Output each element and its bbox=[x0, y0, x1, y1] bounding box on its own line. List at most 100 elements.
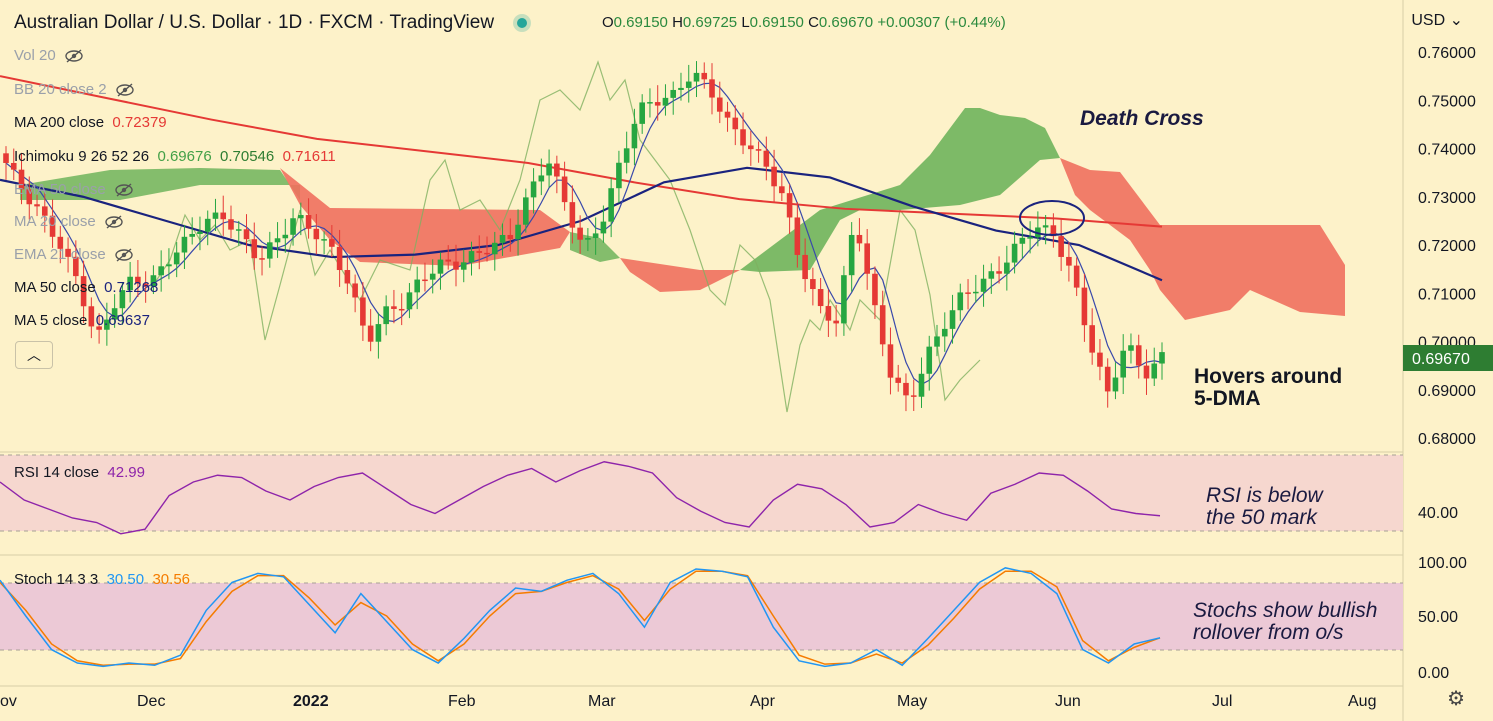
candle-body bbox=[1058, 236, 1064, 257]
candle-body bbox=[142, 283, 149, 287]
candle-body bbox=[1004, 262, 1010, 274]
last-price-label: 0.69670 bbox=[1412, 351, 1470, 368]
candle-body bbox=[189, 233, 196, 237]
candle-body bbox=[748, 145, 754, 150]
candle-body bbox=[864, 243, 870, 274]
candle-body bbox=[1104, 366, 1111, 392]
stoch-k-line bbox=[0, 567, 1161, 668]
ma50-line bbox=[0, 166, 1163, 282]
candle-body bbox=[802, 254, 808, 280]
candle-body bbox=[1066, 256, 1072, 266]
rsi-value: 42.99 bbox=[107, 464, 145, 481]
chart-header: Australian Dollar / U.S. Dollar · 1D · F… bbox=[14, 12, 528, 34]
candle-body bbox=[453, 261, 459, 270]
candle-body bbox=[887, 344, 894, 378]
legend-bb[interactable]: BB 20 close 2 bbox=[14, 81, 135, 99]
candle-body bbox=[972, 291, 979, 294]
legend-ma5[interactable]: MA 5 close 0.69637 bbox=[14, 312, 150, 329]
candle-body bbox=[367, 325, 374, 342]
candle-body bbox=[243, 229, 250, 240]
candle-body bbox=[631, 123, 638, 149]
candle-body bbox=[1120, 350, 1127, 378]
collapse-legend-button[interactable]: ︿ bbox=[15, 341, 53, 369]
legend-ma50[interactable]: MA 50 close 0.71268 bbox=[14, 279, 159, 296]
candle-body bbox=[616, 162, 622, 189]
candle-body bbox=[561, 176, 568, 203]
candle-body bbox=[406, 292, 413, 310]
candle-body bbox=[678, 87, 684, 90]
candle-body bbox=[600, 221, 607, 234]
legend-ichimoku[interactable]: Ichimoku 9 26 52 26 0.69676 0.70546 0.71… bbox=[14, 148, 336, 165]
candle-body bbox=[716, 97, 723, 112]
symbol-title[interactable]: Australian Dollar / U.S. Dollar · 1D · F… bbox=[14, 12, 495, 33]
candle-body bbox=[220, 212, 227, 220]
candle-body bbox=[639, 102, 645, 124]
candle-body bbox=[57, 236, 64, 249]
price-tick: 0.76000 bbox=[1418, 45, 1476, 62]
eye-hidden-icon[interactable] bbox=[114, 183, 134, 197]
candle-body bbox=[49, 215, 56, 237]
legend-ma200[interactable]: MA 200 close 0.72379 bbox=[14, 114, 167, 131]
candle-body bbox=[670, 89, 677, 98]
candle-body bbox=[523, 197, 529, 225]
eye-hidden-icon[interactable] bbox=[115, 83, 135, 97]
time-tick-nov: ov bbox=[0, 693, 17, 710]
legend-stoch[interactable]: Stoch 14 3 3 30.50 30.56 bbox=[14, 571, 191, 588]
eye-hidden-icon[interactable] bbox=[114, 248, 134, 262]
candle-body bbox=[910, 395, 917, 397]
candle-body bbox=[546, 163, 552, 176]
candlestick-series bbox=[3, 61, 1165, 412]
time-tick-jun: Jun bbox=[1055, 693, 1081, 710]
stoch-tick-50: 50.00 bbox=[1418, 609, 1458, 626]
eye-hidden-icon[interactable] bbox=[104, 215, 124, 229]
candle-body bbox=[360, 297, 366, 326]
legend-ma20[interactable]: MA 20 close bbox=[14, 213, 124, 231]
candle-body bbox=[329, 239, 335, 247]
candle-body bbox=[1143, 365, 1150, 379]
candle-body bbox=[321, 239, 327, 241]
annotation-death-cross: Death Cross bbox=[1080, 107, 1204, 130]
candle-body bbox=[422, 279, 428, 282]
candle-body bbox=[841, 275, 847, 324]
legend-vol[interactable]: Vol 20 bbox=[14, 47, 84, 65]
candle-body bbox=[957, 292, 964, 311]
candle-body bbox=[352, 283, 358, 298]
candle-body bbox=[499, 234, 506, 243]
time-tick-feb: Feb bbox=[448, 693, 476, 710]
rsi-band bbox=[0, 455, 1403, 531]
gear-icon[interactable]: ⚙ bbox=[1447, 688, 1465, 710]
candle-body bbox=[476, 251, 483, 253]
last-price-tag bbox=[1403, 345, 1493, 371]
price-axis[interactable]: 0.76000 0.75000 0.74000 0.73000 0.72000 0.710… bbox=[1418, 45, 1476, 448]
time-axis[interactable]: ov Dec 2022 Feb Mar Apr May Jun Jul Aug bbox=[0, 693, 1376, 710]
candle-body bbox=[530, 181, 537, 198]
candle-body bbox=[980, 278, 987, 292]
candle-body bbox=[1042, 225, 1049, 228]
rsi-line bbox=[0, 461, 1161, 535]
candle-body bbox=[693, 72, 700, 82]
ichimoku-cloud-bullish-1 bbox=[20, 168, 300, 200]
legend-ema50[interactable]: EMA 50 close bbox=[14, 181, 134, 199]
candle-body bbox=[282, 234, 289, 239]
legend-ema21[interactable]: EMA 21 close bbox=[14, 246, 134, 264]
rsi-tick-40: 40.00 bbox=[1418, 505, 1458, 522]
candle-body bbox=[197, 231, 203, 234]
price-tick: 0.74000 bbox=[1418, 142, 1476, 159]
candle-body bbox=[608, 188, 614, 222]
currency-selector[interactable]: USD ⌄ bbox=[1411, 10, 1463, 30]
candle-body bbox=[150, 275, 157, 287]
legend-rsi[interactable]: RSI 14 close 42.99 bbox=[14, 464, 145, 481]
candle-body bbox=[779, 186, 785, 194]
candle-body bbox=[119, 290, 126, 309]
eye-hidden-icon[interactable] bbox=[64, 49, 84, 63]
close-value: 0.69670 bbox=[818, 14, 874, 31]
candle-body bbox=[166, 264, 172, 267]
candle-body bbox=[398, 308, 405, 311]
change-value: +0.00307 (+0.44%) bbox=[877, 14, 1006, 31]
candle-body bbox=[251, 239, 258, 259]
candle-body bbox=[445, 259, 452, 262]
ma200-value: 0.72379 bbox=[112, 114, 167, 131]
candle-body bbox=[740, 129, 746, 146]
candle-body bbox=[1027, 237, 1033, 239]
